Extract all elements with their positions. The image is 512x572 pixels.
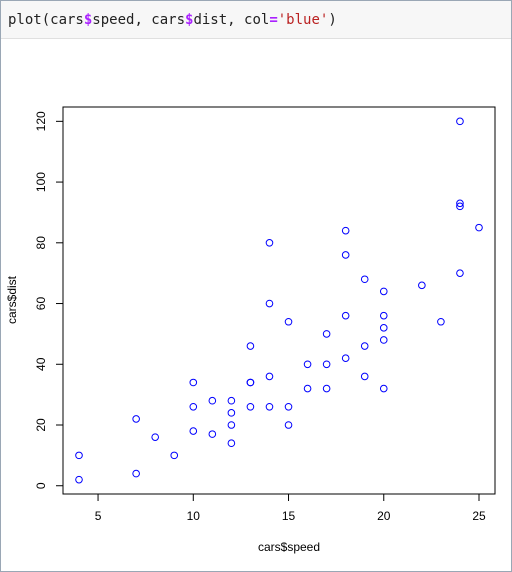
point [189,427,198,435]
point [227,421,236,429]
point [227,396,236,405]
point [132,415,140,423]
y-tick-label: 20 [34,418,48,432]
point [303,360,312,369]
y-tick-label: 120 [34,111,48,131]
point [341,354,350,362]
point [189,378,198,387]
point [227,409,236,417]
point [379,324,388,332]
x-tick-label: 15 [282,509,296,523]
point [170,451,179,460]
point [379,336,388,344]
point [151,433,159,441]
point [265,239,274,247]
point [379,311,388,320]
point [456,269,464,277]
point [322,384,331,393]
point [227,439,236,448]
point [75,475,83,484]
point [341,226,350,235]
point [303,384,312,393]
point [246,402,255,411]
point [437,317,445,326]
x-tick-label: 5 [95,509,102,523]
point [456,117,464,126]
y-tick-label: 80 [34,236,48,250]
point [246,378,255,387]
point [246,342,255,350]
x-tick-label: 25 [472,509,486,523]
point [265,372,274,381]
y-tick-label: 0 [34,482,48,489]
point [341,311,350,320]
point [322,330,331,338]
code-cell[interactable]: plot(cars$speed, cars$dist, col='blue') [1,1,511,39]
point [475,223,483,232]
code-token: 'blue' [277,12,329,28]
code-token: plot(cars [8,12,84,28]
y-tick-label: 100 [34,172,48,192]
x-tick-label: 10 [187,509,201,523]
point [341,251,350,259]
code-token: dist, col [193,12,270,28]
point [322,360,331,369]
point [379,287,388,296]
point [379,384,388,393]
code-token: $ [185,12,194,28]
point [132,469,140,478]
plot-box [62,106,496,495]
point [456,202,464,211]
point [75,451,83,460]
point [265,402,274,411]
point [284,402,293,411]
code-token: $ [83,12,93,28]
y-tick-label: 40 [34,357,48,371]
point [189,402,198,411]
x-tick-label: 20 [377,509,391,523]
point [360,372,369,381]
y-axis-label: cars$dist [5,275,19,324]
point [208,430,217,438]
point [284,317,293,326]
y-tick-label: 60 [34,297,48,311]
point [456,199,464,208]
x-axis-label: cars$speed [258,540,320,554]
point [360,342,369,350]
code-token: speed, cars [92,12,186,28]
point [284,421,293,429]
code-token: ) [328,12,337,28]
point [208,396,217,405]
point [418,281,426,290]
point [265,299,274,308]
code-token: = [269,12,278,28]
point [360,275,369,284]
